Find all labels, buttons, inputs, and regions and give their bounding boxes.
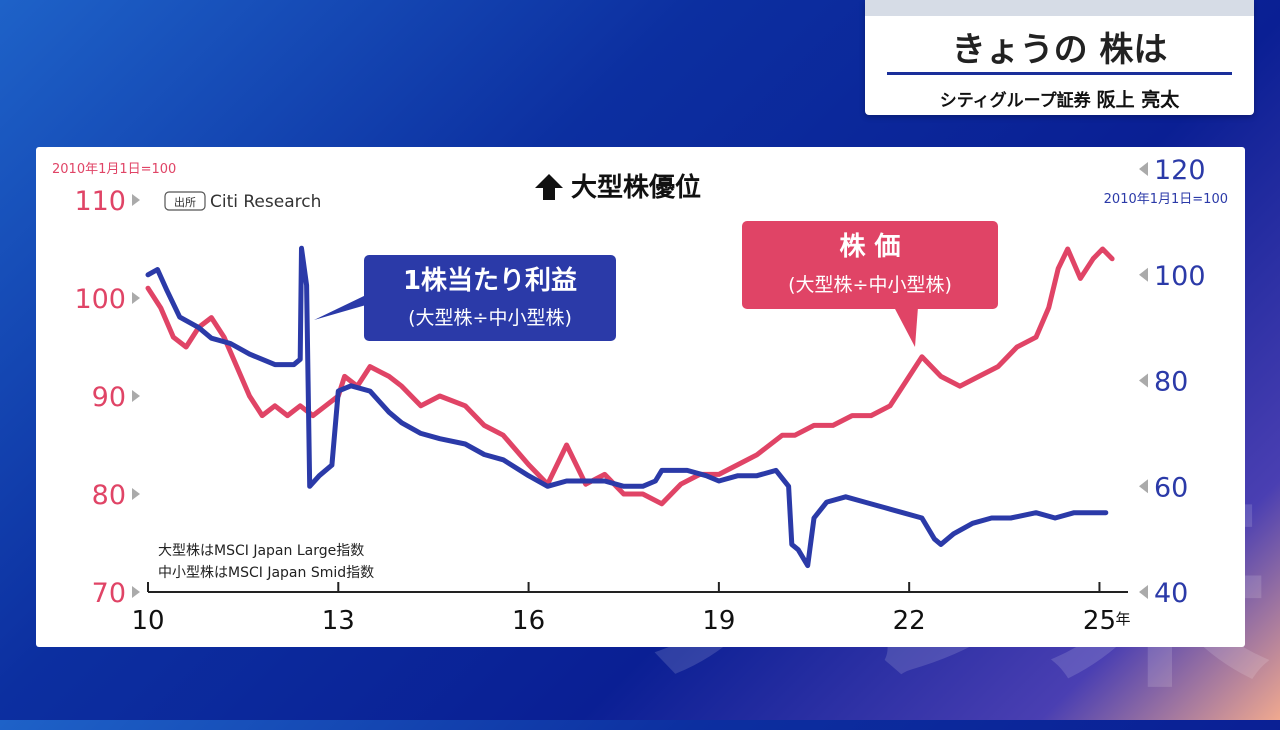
source-label: 出所 Citi Research xyxy=(164,191,321,212)
source-name: Citi Research xyxy=(210,192,321,212)
note-line: 中小型株はMSCI Japan Smid指数 xyxy=(158,565,374,581)
guest-name: 阪上 亮太 xyxy=(1096,89,1180,111)
line-chart: 2010年1月1日=100 2010年1月1日=100 大型株優位 出所 Cit… xyxy=(52,155,1228,636)
chart-title: 大型株優位 xyxy=(571,172,701,203)
right-tick-marker xyxy=(1139,585,1148,599)
note-line: 大型株はMSCI Japan Large指数 xyxy=(158,543,364,559)
price-callout-box xyxy=(742,221,998,309)
right-tick-label: 100 xyxy=(1154,261,1206,292)
eps-callout-title: 1株当たり利益 xyxy=(403,266,577,296)
source-tag: 出所 xyxy=(174,195,196,209)
series-lines xyxy=(145,245,1115,569)
right-tick-label: 80 xyxy=(1154,367,1188,398)
right-tick-marker xyxy=(1139,162,1148,176)
guest-info: シティグループ証券 阪上 亮太 xyxy=(865,85,1254,112)
program-title: きょうの 株は xyxy=(951,30,1168,70)
left-axis-note: 2010年1月1日=100 xyxy=(52,162,176,177)
price-callout-pointer xyxy=(894,307,918,347)
right-axis-note: 2010年1月1日=100 xyxy=(1104,192,1228,207)
eps-series-line xyxy=(145,245,1109,569)
x-tick-label: 10 xyxy=(131,606,164,636)
right-tick-label: 120 xyxy=(1154,155,1206,186)
title-card-strip xyxy=(865,0,1254,16)
chart-title-group: 大型株優位 xyxy=(535,172,701,203)
axes: 10 13 16 19 22 25 年 70 80 90 100 110 40 60 80 100 120 xyxy=(74,155,1205,636)
right-tick-label: 40 xyxy=(1154,578,1188,609)
left-tick-marker xyxy=(132,194,140,206)
x-tick-label: 22 xyxy=(893,606,926,636)
left-tick-label: 80 xyxy=(92,480,126,511)
right-tick-marker xyxy=(1139,479,1148,494)
right-tick-label: 60 xyxy=(1154,472,1188,503)
up-arrow-icon xyxy=(535,174,563,200)
program-title-card: きょうの 株は シティグループ証券 阪上 亮太 xyxy=(865,0,1254,115)
eps-callout-box xyxy=(364,255,616,341)
x-tick-label: 19 xyxy=(702,606,735,636)
left-tick-marker xyxy=(132,390,140,402)
price-series-line xyxy=(145,246,1115,507)
left-tick-label: 100 xyxy=(74,284,126,315)
title-divider xyxy=(887,72,1232,75)
eps-callout-pointer xyxy=(314,295,366,320)
guest-company: シティグループ証券 xyxy=(939,91,1091,111)
notes: 大型株はMSCI Japan Large指数 中小型株はMSCI Japan S… xyxy=(158,543,374,581)
left-tick-marker xyxy=(132,292,140,304)
left-tick-label: 90 xyxy=(92,382,126,413)
source-tag-box xyxy=(164,191,206,211)
eps-callout: 1株当たり利益 (大型株÷中小型株) xyxy=(314,255,616,341)
left-tick-label: 110 xyxy=(74,186,126,217)
right-tick-marker xyxy=(1139,373,1148,388)
eps-callout-sub: (大型株÷中小型株) xyxy=(408,307,572,329)
left-tick-marker xyxy=(132,488,140,500)
x-tick-label: 13 xyxy=(322,606,355,636)
x-tick-label: 25 xyxy=(1083,606,1116,636)
price-callout: 株 価 (大型株÷中小型株) xyxy=(742,221,998,347)
right-tick-marker xyxy=(1139,267,1148,282)
chart-panel: 2010年1月1日=100 2010年1月1日=100 大型株優位 出所 Cit… xyxy=(36,147,1245,647)
left-tick-label: 70 xyxy=(92,578,126,609)
x-tick-label: 16 xyxy=(512,606,545,636)
left-tick-marker xyxy=(132,586,140,598)
x-unit-label: 年 xyxy=(1115,610,1130,628)
price-callout-title: 株 価 xyxy=(839,232,900,262)
price-callout-sub: (大型株÷中小型株) xyxy=(788,274,952,296)
